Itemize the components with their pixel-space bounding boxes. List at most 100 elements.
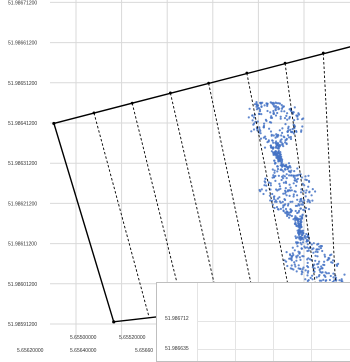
gps-point: [273, 102, 276, 105]
gps-point: [274, 114, 278, 117]
gps-point: [269, 130, 273, 133]
gps-point: [289, 171, 292, 174]
gps-point: [290, 214, 293, 218]
gps-point: [329, 274, 332, 278]
x-tick-label-lower: 5.65660: [135, 348, 153, 354]
gps-point: [325, 272, 328, 275]
gps-point: [319, 270, 322, 273]
gps-point: [276, 197, 279, 200]
gps-point: [304, 175, 307, 178]
gps-point: [307, 235, 310, 238]
gps-point: [311, 278, 314, 281]
gps-point: [294, 265, 297, 268]
gps-point: [286, 130, 289, 133]
gps-point: [297, 231, 300, 234]
gps-point: [293, 106, 296, 109]
gps-point: [265, 189, 268, 192]
gps-point: [302, 229, 305, 232]
gps-point: [306, 246, 309, 249]
gps-point: [320, 265, 323, 268]
gps-point: [313, 270, 316, 273]
gps-point: [318, 260, 321, 263]
gps-point: [286, 112, 289, 115]
gps-point: [328, 278, 331, 282]
gps-point: [280, 134, 283, 137]
gps-point: [286, 214, 289, 218]
gps-point: [300, 273, 303, 276]
gps-point: [284, 203, 287, 206]
gps-point: [276, 189, 279, 192]
gps-point: [273, 159, 276, 162]
gps-point: [273, 151, 276, 154]
gps-point: [317, 262, 320, 265]
gps-point: [273, 206, 276, 210]
gps-point: [297, 112, 300, 115]
gps-point: [272, 176, 276, 179]
gps-point: [319, 247, 322, 250]
gps-point: [332, 272, 335, 275]
gps-point: [277, 102, 280, 105]
gps-point: [281, 131, 284, 134]
gps-point: [306, 258, 309, 261]
gps-point: [306, 271, 309, 274]
gps-point: [252, 128, 256, 131]
gps-point: [308, 180, 311, 183]
gps-point: [307, 249, 310, 252]
gps-point: [288, 216, 291, 219]
gps-point: [296, 174, 299, 177]
gps-point: [259, 102, 262, 105]
gps-point: [302, 189, 305, 193]
gps-point: [278, 107, 281, 110]
gps-point: [298, 252, 301, 255]
gps-point: [265, 119, 268, 122]
gps-point: [269, 184, 272, 187]
gps-point: [282, 177, 285, 180]
gps-point: [293, 249, 296, 252]
gps-point: [295, 130, 298, 133]
gps-point: [260, 188, 263, 191]
y-tick-label: 51.98591200: [8, 322, 37, 328]
gps-point: [331, 259, 335, 262]
gps-point: [288, 174, 291, 177]
gps-point: [258, 128, 261, 131]
gps-point: [319, 267, 322, 270]
gps-point: [296, 115, 299, 118]
gps-point: [317, 266, 320, 269]
gps-point: [275, 133, 278, 136]
x-tick-label-lower: 5.65620000: [17, 348, 44, 354]
gps-point: [288, 257, 291, 260]
gps-point: [285, 251, 288, 254]
y-tick-label: 51.98611200: [8, 242, 37, 248]
gps-point: [335, 263, 338, 266]
gps-point: [274, 153, 277, 156]
gps-point: [325, 279, 328, 282]
gps-point: [292, 174, 295, 177]
gps-point: [278, 129, 281, 132]
gps-point: [277, 158, 280, 161]
gps-point: [266, 102, 269, 105]
gps-point: [297, 264, 300, 267]
gps-point: [280, 107, 284, 110]
gps-point: [288, 136, 291, 139]
gps-point: [289, 214, 292, 217]
gps-point: [307, 208, 311, 211]
gps-point: [284, 207, 288, 211]
gps-point: [294, 219, 297, 222]
gps-point: [341, 280, 344, 283]
gps-point: [315, 248, 318, 251]
gps-point: [271, 139, 274, 142]
gps-point: [287, 202, 290, 205]
gps-point: [287, 162, 291, 165]
gps-point: [282, 192, 285, 195]
gps-point: [279, 160, 282, 163]
gps-point: [304, 195, 307, 198]
gps-point: [284, 141, 287, 144]
gps-point: [314, 190, 317, 193]
gps-point: [292, 193, 295, 196]
gps-point: [273, 171, 276, 174]
gps-point: [277, 174, 280, 177]
gps-point: [256, 120, 259, 123]
gps-point: [308, 199, 311, 202]
gps-point: [270, 150, 273, 153]
gps-point: [299, 215, 302, 218]
